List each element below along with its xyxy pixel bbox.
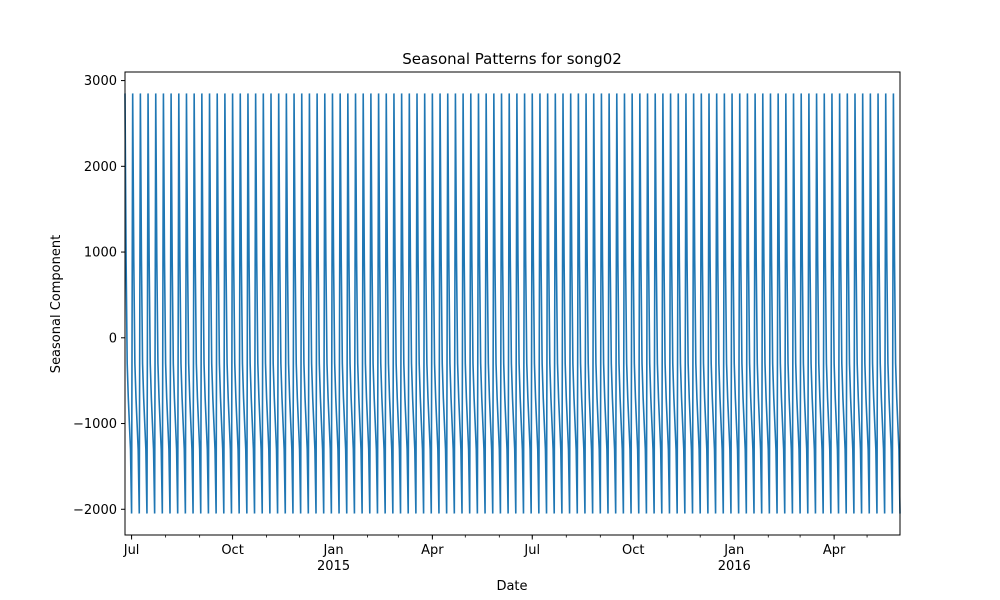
x-axis-label: Date xyxy=(496,579,527,594)
x-tick-label: Jan xyxy=(723,543,744,558)
x-tick-label: Jan xyxy=(323,543,344,558)
y-axis-label: Seasonal Component xyxy=(49,235,64,373)
y-tick-label: 0 xyxy=(109,331,117,346)
y-tick-label: 2000 xyxy=(84,160,117,175)
y-tick-label: 3000 xyxy=(84,74,117,89)
y-axis: −2000 −1000 0 1000 2000 3000 xyxy=(73,74,125,518)
x-tick-label: Jul xyxy=(523,543,540,558)
x-tick-label: Apr xyxy=(823,543,846,558)
y-tick-label: −1000 xyxy=(73,417,117,432)
y-tick-label: 1000 xyxy=(84,246,117,261)
x-tick-label: Apr xyxy=(421,543,444,558)
chart-title: Seasonal Patterns for song02 xyxy=(402,50,622,68)
x-tick-label: Oct xyxy=(622,543,644,558)
x-tick-year-label: 2015 xyxy=(317,559,350,574)
x-tick-label: Jul xyxy=(123,543,140,558)
plot-frame xyxy=(124,71,901,536)
x-tick-year-label: 2016 xyxy=(718,559,751,574)
y-tick-label: −2000 xyxy=(73,503,117,518)
x-tick-label: Oct xyxy=(221,543,243,558)
plot-area xyxy=(124,93,901,514)
series-line xyxy=(124,93,901,514)
